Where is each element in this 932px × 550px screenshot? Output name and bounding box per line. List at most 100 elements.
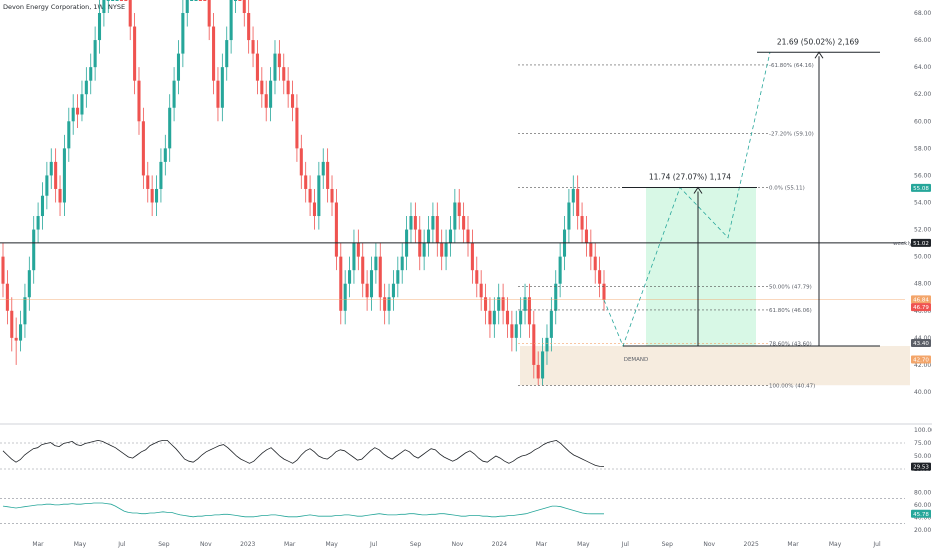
indicator2-y-tick: 80.00: [914, 489, 931, 496]
candle-body: [576, 188, 580, 217]
candle: [111, 0, 115, 1]
x-tick-label: Jul: [117, 541, 126, 548]
x-tick-label: 2025: [744, 541, 759, 548]
candle: [598, 256, 602, 298]
candle-body: [484, 297, 488, 311]
candle-body: [505, 310, 510, 325]
candle-body: [181, 13, 185, 54]
candle: [49, 148, 53, 189]
candle: [383, 283, 387, 325]
candle: [400, 243, 404, 284]
candle-body: [440, 243, 444, 257]
candle-body: [58, 188, 62, 203]
candle-body: [14, 337, 18, 341]
candle-body: [396, 270, 400, 284]
fib-level-label: -61.80% (64.16): [769, 63, 814, 69]
candle: [326, 148, 330, 203]
candle: [444, 229, 448, 271]
candle: [448, 216, 452, 257]
indicator-y-tick: 75.00: [914, 440, 931, 447]
candle: [54, 148, 58, 203]
candle-body: [27, 270, 31, 298]
candle-body: [282, 67, 286, 81]
candle: [176, 40, 181, 95]
candle-body: [444, 243, 448, 257]
candle: [97, 0, 102, 54]
indicator2-line: [2, 502, 604, 518]
target2-label: 21.69 (50.02%) 2,169: [777, 37, 859, 46]
candle-body: [589, 243, 593, 257]
price-tag-label: 46.84: [913, 297, 929, 303]
candle-body: [532, 324, 536, 365]
candle: [225, 26, 229, 81]
x-tick-label: Mar: [536, 541, 548, 548]
candle: [497, 283, 501, 325]
candle: [334, 188, 338, 271]
candle: [501, 283, 505, 325]
price-tag: 55.08: [911, 183, 931, 192]
candle: [462, 202, 466, 244]
candle-body: [330, 188, 334, 203]
candle: [80, 80, 84, 122]
candle: [67, 107, 71, 162]
candle: [580, 202, 584, 244]
x-tick-label: Nov: [703, 541, 715, 548]
candle-body: [286, 80, 290, 95]
fib-level-label: -27.20% (59.10): [769, 131, 814, 137]
x-tick-label: Jul: [621, 541, 630, 548]
candle-body: [541, 351, 545, 379]
candle: [510, 310, 514, 352]
candle-body: [124, 0, 128, 1]
candle-body: [317, 175, 321, 217]
candle-body: [295, 107, 299, 149]
candle: [93, 26, 97, 81]
candle: [185, 0, 189, 27]
candle: [207, 0, 211, 41]
candle: [89, 53, 93, 95]
candle-body: [400, 256, 404, 271]
candle: [330, 175, 334, 217]
candle-body: [159, 161, 163, 189]
candle-body: [549, 310, 553, 338]
y-tick-label: 48.00: [914, 281, 931, 288]
candle-body: [273, 53, 277, 81]
candle-body: [602, 283, 606, 300]
candle: [76, 94, 80, 129]
candle: [290, 80, 295, 122]
candle: [466, 216, 470, 257]
candle: [299, 134, 303, 189]
candle: [181, 0, 185, 68]
fib-level-label: 61.80% (46.06): [769, 308, 812, 314]
price-tag-label: 42.70: [913, 357, 929, 363]
candle: [45, 161, 49, 210]
candle: [233, 0, 238, 13]
y-tick-label: 44.00: [914, 335, 931, 342]
candle-body: [523, 297, 527, 311]
candle: [409, 202, 413, 244]
candle: [431, 202, 435, 244]
price-tag-label: 43.40: [913, 341, 929, 347]
candle-body: [299, 148, 303, 176]
candle-body: [71, 107, 75, 122]
candle-body: [365, 283, 369, 298]
x-tick-label: May: [829, 541, 842, 548]
overlays-layer: weekly -61.80% (64.16) -27.20% (59.10) 0.0%…: [0, 37, 913, 390]
candle: [571, 175, 575, 217]
candle-body: [383, 297, 387, 311]
candle-body: [106, 0, 110, 1]
candle-body: [567, 202, 571, 230]
candle-body: [545, 337, 549, 352]
candle: [119, 0, 123, 1]
candle: [27, 256, 31, 311]
candle: [589, 229, 593, 271]
candle: [457, 188, 461, 230]
candle-body: [584, 229, 588, 244]
x-tick-label: May: [74, 541, 87, 548]
candle: [308, 175, 312, 217]
candle-body: [510, 324, 514, 338]
candle-body: [97, 13, 102, 41]
candle-body: [387, 297, 391, 311]
candle: [492, 297, 496, 338]
x-tick-label: Mar: [32, 541, 44, 548]
candle: [576, 175, 580, 230]
